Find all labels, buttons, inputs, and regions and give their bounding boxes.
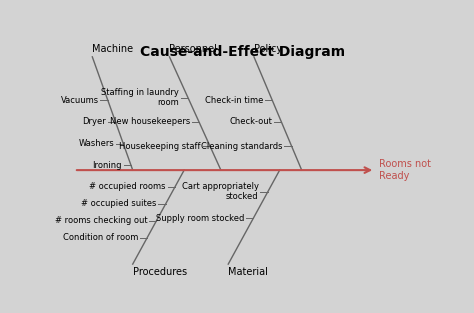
Text: Policy: Policy (254, 44, 282, 54)
Text: Cause-and-Effect Diagram: Cause-and-Effect Diagram (140, 45, 346, 59)
Text: Check-in time: Check-in time (205, 96, 263, 105)
Text: Ironing: Ironing (92, 161, 122, 170)
Text: Staffing in laundry
room: Staffing in laundry room (101, 88, 179, 107)
Text: Cleaning standards: Cleaning standards (201, 141, 283, 151)
Text: Supply room stocked: Supply room stocked (156, 214, 244, 223)
Text: Vacuums: Vacuums (61, 96, 99, 105)
Text: # rooms checking out: # rooms checking out (55, 216, 147, 225)
Text: Washers: Washers (78, 139, 114, 148)
Text: # occupied rooms: # occupied rooms (89, 182, 166, 192)
Text: Material: Material (228, 267, 268, 276)
Text: Cart appropriately
stocked: Cart appropriately stocked (182, 182, 259, 201)
Text: Personnel: Personnel (169, 44, 218, 54)
Text: New housekeepers: New housekeepers (109, 117, 190, 126)
Text: Condition of room: Condition of room (63, 233, 138, 242)
Text: Procedures: Procedures (133, 267, 187, 276)
Text: Check-out: Check-out (229, 117, 272, 126)
Text: Machine: Machine (92, 44, 134, 54)
Text: # occupied suites: # occupied suites (81, 199, 156, 208)
Text: Dryer: Dryer (82, 117, 106, 126)
Text: Housekeeping staff: Housekeeping staff (119, 141, 201, 151)
Text: Rooms not
Ready: Rooms not Ready (379, 159, 431, 181)
